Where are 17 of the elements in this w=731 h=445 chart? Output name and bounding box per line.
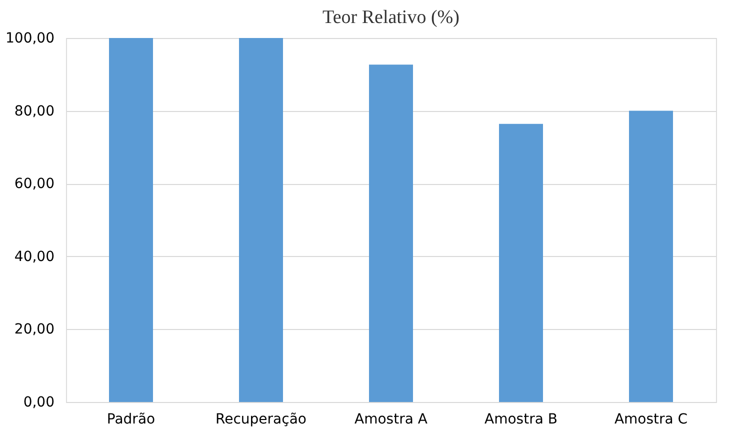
y-tick-label: 0,00 [23,394,54,410]
bar [239,38,283,402]
x-tick-label: Amostra B [484,412,558,428]
y-tick-label: 60,00 [14,176,54,192]
bar [499,124,543,402]
x-tick-label: Amostra A [354,412,428,428]
bar [109,38,153,402]
y-tick-label: 20,00 [14,322,54,338]
x-tick-label: Amostra C [614,412,688,428]
y-tick-label: 100,00 [6,30,54,46]
y-tick-label: 80,00 [14,103,54,120]
y-tick-label: 40,00 [14,248,54,265]
chart-title: Teor Relativo (%) [322,7,460,28]
x-tick-label: Padrão [106,412,156,428]
bar [369,64,413,402]
x-tick-label: Recuperação [216,412,306,428]
bar [629,110,673,402]
